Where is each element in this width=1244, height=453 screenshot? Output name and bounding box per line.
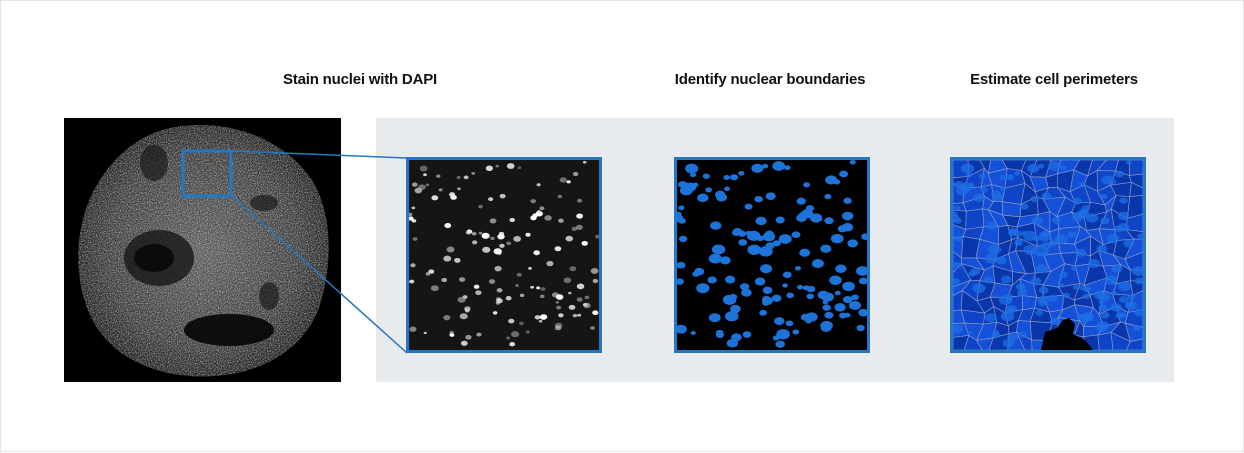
- dapi-nuclei-tile: [406, 157, 602, 353]
- cell-perimeters-tile: [950, 157, 1146, 353]
- nuclear-boundaries-tile: [674, 157, 870, 353]
- zoom-region-box: [181, 149, 233, 198]
- dapi-nuclei-svg: [409, 160, 599, 350]
- step-1-title: Stain nuclei with DAPI: [283, 71, 437, 88]
- step-2-title: Identify nuclear boundaries: [674, 71, 866, 88]
- step-3-title: Estimate cell perimeters: [970, 71, 1138, 88]
- nuclear-mask-svg: [677, 160, 867, 350]
- tissue-core-svg: [78, 124, 329, 377]
- tissue-overview-image: [64, 118, 341, 382]
- cell-perimeter-svg: [953, 160, 1143, 350]
